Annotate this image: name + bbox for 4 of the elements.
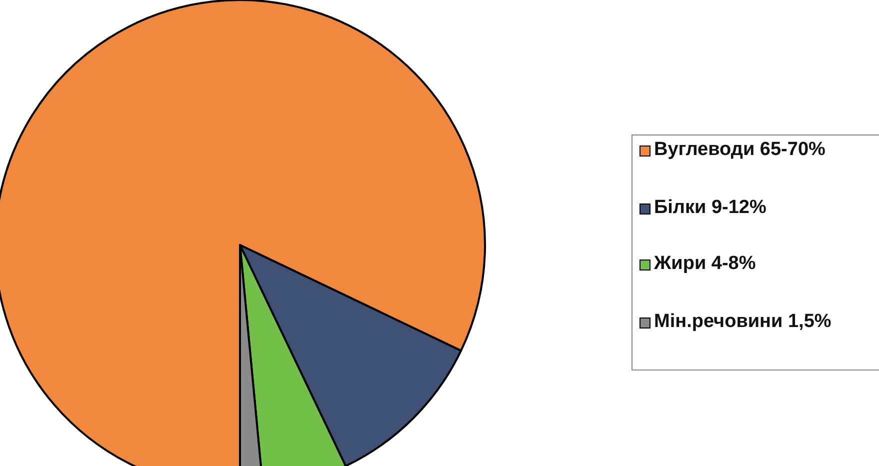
legend-label: Жири 4-8%: [653, 253, 756, 274]
legend-label: Вуглеводи 65-70%: [654, 139, 826, 160]
legend-label: Мін.речовини 1,5%: [654, 311, 832, 332]
legend-label: Білки 9-12%: [654, 197, 766, 218]
